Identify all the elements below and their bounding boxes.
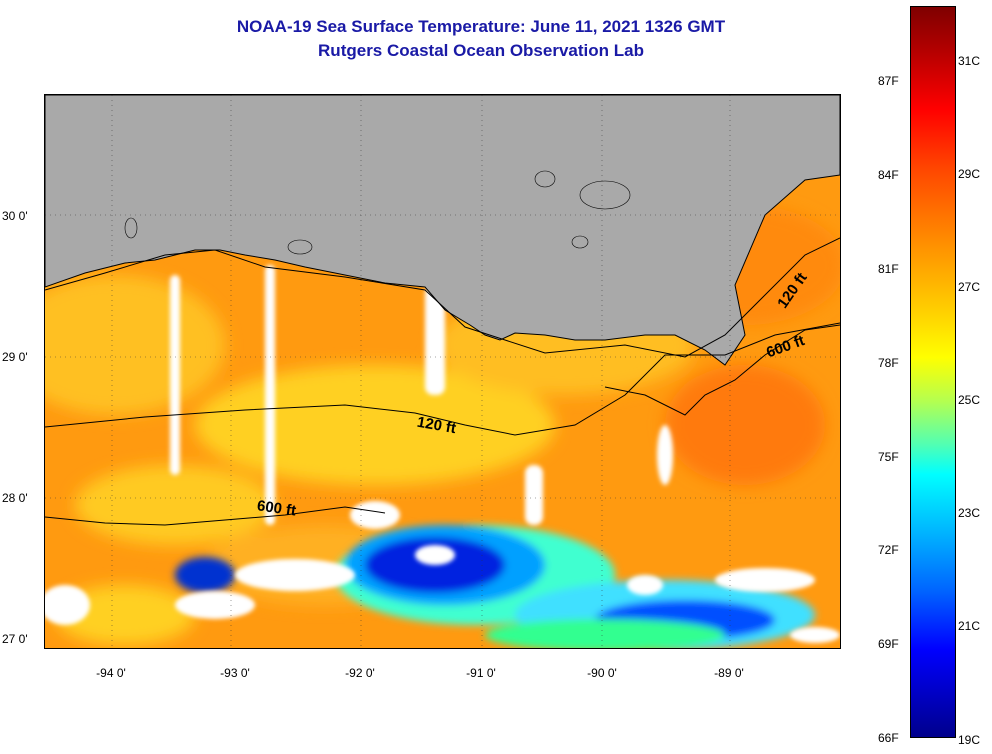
contour-120ft-nearshore [45, 237, 840, 358]
lat-label-29: 29 0' [2, 350, 28, 364]
colorbar-label-21c: 21C [958, 619, 981, 633]
colorbar-label-81f: 81F [878, 262, 899, 276]
colorbar-label-87f: 87F [878, 74, 899, 88]
colorbar-label-69f: 69F [878, 637, 899, 651]
cloud-cover [45, 265, 840, 643]
contour-600ft-shelf-break [45, 322, 840, 436]
lon-label-93: -93 0' [220, 666, 250, 680]
colorbar-label-78f: 78F [878, 356, 899, 370]
lon-label-89: -89 0' [714, 666, 744, 680]
map-title: NOAA-19 Sea Surface Temperature: June 11… [236, 17, 726, 36]
lat-label-30: 30 0' [2, 209, 28, 223]
lon-label-94: -94 0' [96, 666, 126, 680]
lon-label-90: -90 0' [587, 666, 617, 680]
colorbar-label-31c: 31C [958, 54, 981, 68]
lon-label-91: -91 0' [466, 666, 496, 680]
colorbar-label-84f: 84F [878, 168, 899, 182]
land-islands [124, 170, 631, 255]
contour-label-120ft-mid: 120 ft [416, 414, 458, 438]
contour-600ft-lower [45, 506, 386, 526]
lat-label-27: 27 0' [2, 632, 28, 646]
colorbar-label-19c: 19C [958, 733, 981, 747]
land-mass [45, 95, 840, 366]
colorbar-label-27c: 27C [958, 280, 981, 294]
colorbar-label-72f: 72F [878, 543, 899, 557]
lat-label-28: 28 0' [2, 491, 28, 505]
temperature-colorbar [910, 6, 956, 738]
graticule [45, 95, 840, 648]
map-subtitle: Rutgers Coastal Ocean Observation Lab [318, 41, 644, 60]
colorbar-label-25c: 25C [958, 393, 981, 407]
lon-label-92: -92 0' [345, 666, 375, 680]
colorbar-label-66f: 66F [878, 731, 899, 745]
colorbar-label-75f: 75F [878, 450, 899, 464]
colorbar-label-29c: 29C [958, 167, 981, 181]
colorbar-label-23c: 23C [958, 506, 981, 520]
contour-label-600ft-west: 600 ft [256, 497, 297, 519]
bathymetry-contours [45, 237, 840, 526]
contour-120ft-lower [604, 324, 840, 416]
sst-map: 120 ft 600 ft 120 ft 600 ft [44, 94, 841, 649]
